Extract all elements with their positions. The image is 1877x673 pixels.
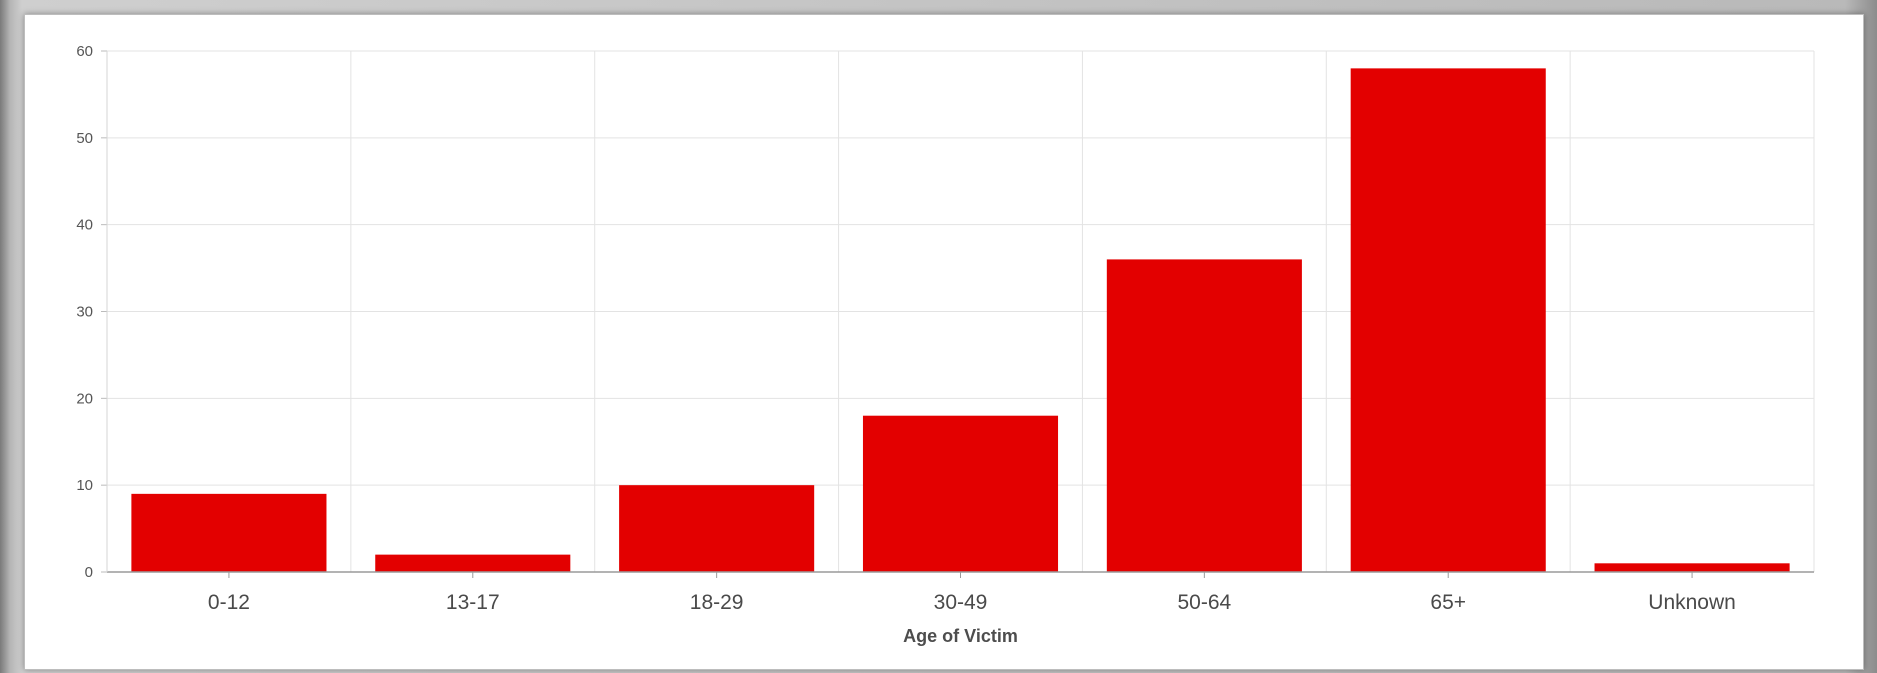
grid-lines bbox=[106, 50, 1815, 572]
bar-13-17[interactable] bbox=[375, 554, 571, 572]
x-tick-label: 50-64 bbox=[1177, 591, 1231, 614]
x-axis: 0-12 13-17 18-29 30-49 50-64 65+ Unknown bbox=[106, 51, 1814, 614]
bar-65-[interactable] bbox=[1350, 68, 1546, 572]
x-tick-label: Unknown bbox=[1648, 591, 1736, 614]
y-tick-label: 20 bbox=[76, 390, 93, 407]
bar-18-29[interactable] bbox=[619, 485, 815, 572]
bar-unknown[interactable] bbox=[1594, 563, 1790, 572]
bar-50-64[interactable] bbox=[1106, 259, 1302, 572]
x-tick-label: 30-49 bbox=[934, 591, 988, 614]
bar-chart: 0 10 20 30 40 50 60 0-12 13-17 18-29 30-49 50-64 65… bbox=[76, 43, 1815, 646]
y-tick-label: 30 bbox=[76, 304, 93, 321]
x-tick-label: 18-29 bbox=[690, 591, 744, 614]
y-tick-label: 0 bbox=[85, 564, 93, 581]
bar-30-49[interactable] bbox=[862, 415, 1059, 572]
bars bbox=[131, 68, 1790, 572]
x-tick-label: 13-17 bbox=[446, 591, 500, 614]
x-tick-label: 0-12 bbox=[208, 591, 250, 614]
y-tick-label: 10 bbox=[76, 477, 93, 494]
y-tick-label: 40 bbox=[76, 217, 93, 234]
chart-card: 0 10 20 30 40 50 60 0-12 13-17 18-29 30-49 50-64 65… bbox=[24, 14, 1864, 670]
y-axis-ticks: 0 10 20 30 40 50 60 bbox=[76, 43, 107, 581]
bar-0-12[interactable] bbox=[131, 493, 327, 572]
y-tick-label: 50 bbox=[76, 130, 93, 147]
y-tick-label: 60 bbox=[76, 43, 93, 60]
x-axis-title: Age of Victim bbox=[903, 626, 1018, 646]
x-tick-label: 65+ bbox=[1430, 591, 1466, 614]
